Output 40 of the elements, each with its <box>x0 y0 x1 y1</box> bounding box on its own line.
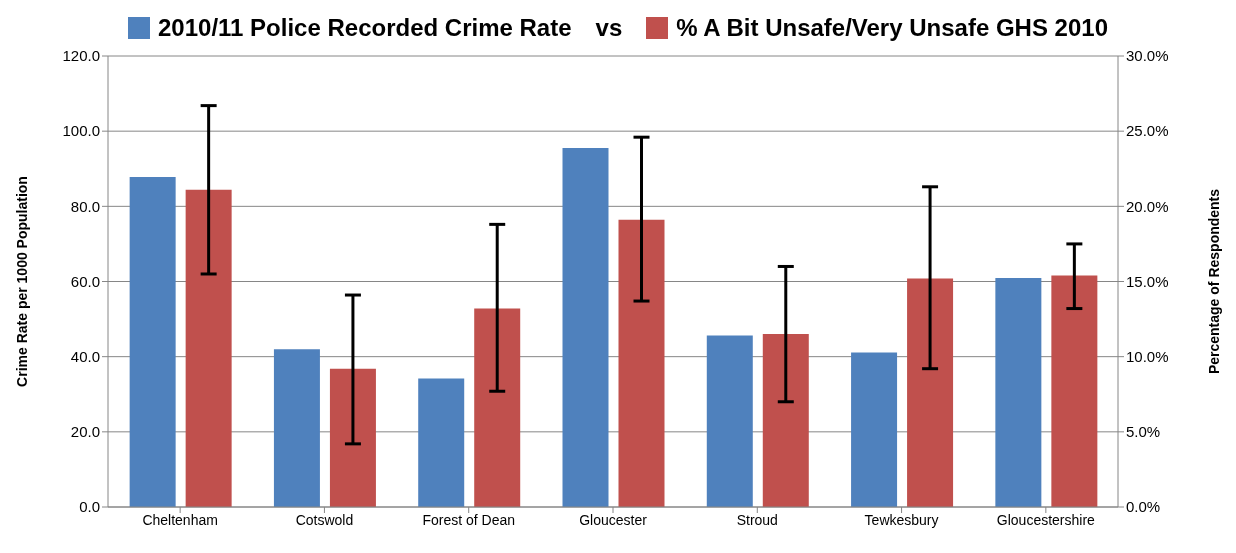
y2-tick-label: 5.0% <box>1126 423 1161 441</box>
bar <box>273 349 320 507</box>
bar <box>1051 275 1098 507</box>
bar <box>995 278 1042 507</box>
y-tick-label: 40.0 <box>70 347 100 365</box>
x-tick-label: Gloucestershire <box>996 511 1096 528</box>
bar <box>562 148 609 507</box>
bar <box>618 219 665 507</box>
y2-axis-title: Percentage of Respondents <box>1205 188 1222 375</box>
x-tick-label: Forest of Dean <box>422 511 516 528</box>
x-tick-label: Stroud <box>736 511 778 528</box>
y-tick-label: 100.0 <box>62 122 100 140</box>
y2-tick-label: 25.0% <box>1126 122 1169 140</box>
y-tick-label: 60.0 <box>70 272 100 290</box>
y2-tick-label: 0.0% <box>1126 498 1161 516</box>
y-tick-label: 20.0 <box>70 423 100 441</box>
x-tick-label: Cheltenham <box>142 511 218 528</box>
bar <box>851 352 898 507</box>
legend-label: % A Bit Unsafe/Very Unsafe GHS 2010 <box>676 14 1108 42</box>
y-tick-label: 80.0 <box>70 197 100 215</box>
bar <box>129 177 176 507</box>
y-tick-label: 120.0 <box>62 47 100 65</box>
bar <box>418 378 465 507</box>
bar <box>907 278 954 507</box>
text: vs <box>595 14 623 42</box>
legend-label: 2010/11 Police Recorded Crime Rate <box>158 14 572 42</box>
x-tick-label: Cotswold <box>295 511 354 528</box>
x-tick-label: Tewkesbury <box>864 511 939 528</box>
x-tick-label: Gloucester <box>579 511 648 528</box>
bar <box>762 334 809 507</box>
y2-tick-label: 30.0% <box>1126 47 1169 65</box>
y2-tick-label: 10.0% <box>1126 347 1169 365</box>
y-axis-title: Crime Rate per 1000 Population <box>13 176 30 387</box>
y-tick-label: 0.0 <box>79 498 100 516</box>
bar <box>329 368 376 507</box>
bar <box>185 189 232 507</box>
bar <box>706 335 753 507</box>
y2-tick-label: 15.0% <box>1126 272 1169 290</box>
y2-tick-label: 20.0% <box>1126 197 1169 215</box>
bar <box>474 308 521 507</box>
